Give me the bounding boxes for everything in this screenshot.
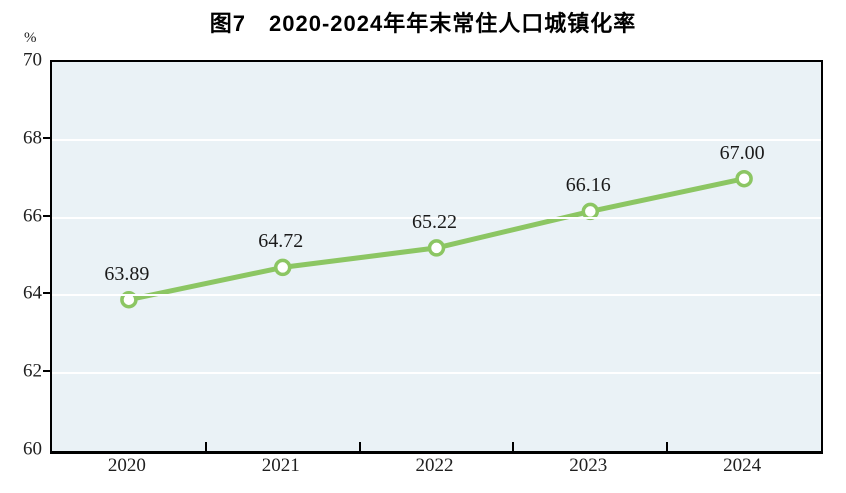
data-point-label: 65.22 — [412, 210, 457, 233]
y-axis-tick-label: 68 — [23, 127, 42, 149]
y-axis-tick-mark — [43, 292, 51, 295]
x-axis-tick-label: 2024 — [723, 455, 762, 476]
data-point-marker — [735, 169, 753, 188]
y-axis-tick-mark — [43, 370, 51, 373]
data-point-label: 63.89 — [104, 262, 150, 285]
y-axis-tick-label: 70 — [23, 49, 42, 71]
grid-line — [52, 294, 821, 297]
y-axis-unit-label: % — [24, 30, 37, 46]
x-axis-tick-mark — [204, 442, 207, 451]
x-axis-tick-mark — [512, 442, 515, 451]
y-axis-tick-mark — [43, 214, 51, 217]
y-axis-tick-label: 64 — [23, 282, 42, 304]
grid-line — [52, 138, 821, 141]
y-axis-tick-label: 62 — [23, 360, 42, 382]
chart-title: 图7 2020-2024年年末常住人口城镇化率 — [209, 11, 637, 36]
y-axis-tick-label: 66 — [23, 205, 42, 227]
data-point-marker — [427, 239, 446, 257]
y-axis-tick-mark — [43, 136, 51, 139]
line-series-canvas — [120, 169, 753, 309]
data-point-label: 66.16 — [565, 174, 611, 197]
x-axis-tick-label: 2021 — [261, 455, 300, 476]
x-axis-tick-label: 2022 — [415, 455, 454, 476]
y-axis-tick-label: 60 — [23, 438, 42, 460]
data-point-label: 67.00 — [719, 141, 765, 164]
x-axis-tick-label: 2023 — [569, 455, 608, 476]
plot-area — [50, 60, 823, 454]
x-axis-tick-mark — [358, 442, 361, 451]
grid-line — [52, 216, 821, 219]
x-axis-tick-label: 2020 — [107, 455, 146, 476]
data-point-marker — [273, 258, 292, 277]
grid-line — [52, 372, 821, 375]
x-axis-tick-mark — [666, 442, 669, 451]
data-point-label: 64.72 — [258, 230, 304, 253]
